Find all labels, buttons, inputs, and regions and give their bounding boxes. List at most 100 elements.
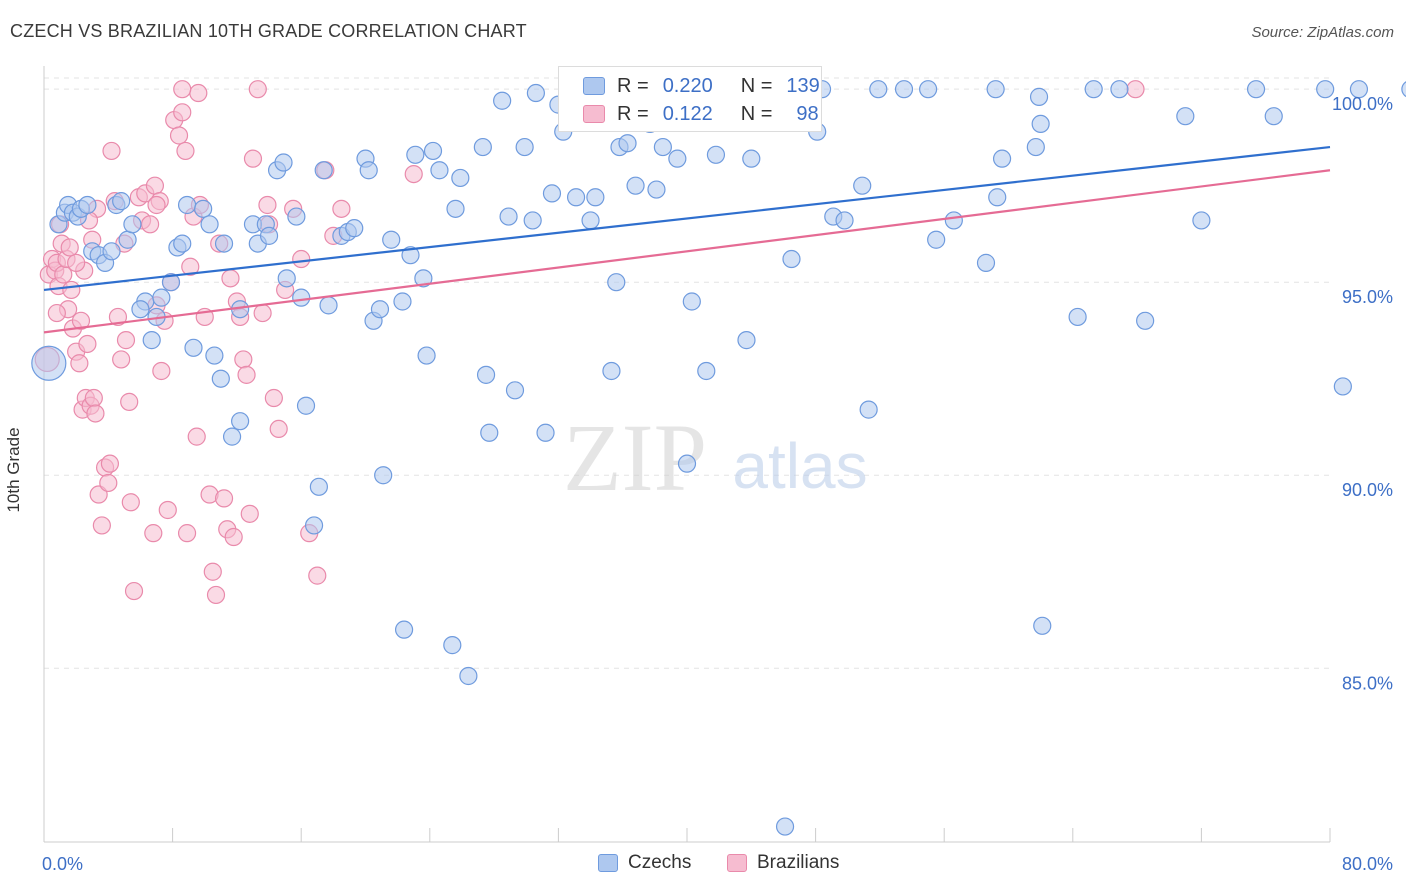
czech-point xyxy=(194,199,213,218)
brazilian-point xyxy=(62,280,81,300)
brazilian-point xyxy=(206,585,226,605)
czech-point xyxy=(1033,616,1052,635)
czech-point xyxy=(177,195,197,215)
czechs-swatch xyxy=(583,77,605,95)
czech-point xyxy=(602,361,621,381)
brazilian-point xyxy=(86,404,105,423)
czech-point xyxy=(131,300,150,319)
brazilian-point xyxy=(253,303,272,323)
czechs-trend-line xyxy=(43,145,1331,292)
brazilian-point xyxy=(108,307,128,327)
x-tick-label: 80.0% xyxy=(1342,854,1393,874)
brazilian-point xyxy=(203,562,222,581)
brazilian-point xyxy=(404,164,423,184)
brazilian-point xyxy=(152,361,171,381)
brazilian-point xyxy=(177,524,197,543)
czech-point xyxy=(542,184,562,203)
czech-point xyxy=(394,620,414,639)
watermark: ZIP atlas xyxy=(563,404,868,511)
czech-point xyxy=(1316,80,1335,99)
czech-point xyxy=(406,145,425,164)
brazilians-r-value: 0.122 xyxy=(662,102,713,125)
brazilian-point xyxy=(71,311,91,330)
brazilian-point xyxy=(292,249,311,269)
brazilian-point xyxy=(47,303,66,323)
source-credit: Source: ZipAtlas.com xyxy=(1251,24,1394,41)
czech-point xyxy=(480,423,499,442)
y-tick-label: 85.0% xyxy=(1342,673,1393,693)
brazilian-point xyxy=(332,199,351,218)
brazilian-point xyxy=(224,527,243,547)
czech-point xyxy=(1192,211,1211,230)
czech-point xyxy=(314,161,333,180)
czech-point xyxy=(853,176,872,195)
axes xyxy=(43,66,1331,843)
brazilian-point xyxy=(99,473,118,493)
czech-point xyxy=(869,80,888,99)
watermark-atlas: atlas xyxy=(732,430,867,502)
czech-point xyxy=(211,369,230,388)
czech-point xyxy=(292,288,311,307)
czech-point xyxy=(697,361,716,381)
czech-point xyxy=(976,253,996,272)
czech-point xyxy=(309,477,328,496)
brazilian-point xyxy=(140,215,160,234)
czech-point xyxy=(231,412,250,431)
czech-point xyxy=(737,331,756,350)
brazilian-point xyxy=(89,485,108,504)
brazilian-point xyxy=(269,419,288,439)
czech-point xyxy=(304,516,324,535)
brazilian-point xyxy=(121,493,140,512)
czech-point xyxy=(944,211,963,230)
czech-point xyxy=(1349,80,1369,99)
legend-item-brazilians[interactable]: Brazilians xyxy=(727,852,839,874)
brazilian-point xyxy=(243,149,263,168)
czech-point xyxy=(184,338,203,357)
czech-point xyxy=(988,188,1007,207)
czech-point xyxy=(607,273,626,292)
brazilian-point xyxy=(120,392,139,411)
brazilian-point xyxy=(221,269,240,288)
czech-point xyxy=(473,137,492,157)
czech-point xyxy=(401,246,420,265)
y-tick-label: 90.0% xyxy=(1342,480,1393,500)
czechs-legend-swatch xyxy=(598,854,618,872)
czech-point xyxy=(205,346,224,365)
brazilian-point xyxy=(237,365,256,384)
czech-point xyxy=(1084,80,1103,99)
brazilian-point xyxy=(67,253,86,272)
czech-point xyxy=(566,188,586,207)
czech-point xyxy=(927,230,946,249)
brazilian-point xyxy=(124,581,144,601)
czech-point xyxy=(31,345,67,381)
czech-point xyxy=(1246,80,1266,99)
brazilian-point xyxy=(70,354,89,373)
czech-point xyxy=(1110,80,1129,99)
czech-point xyxy=(523,211,542,230)
czech-point xyxy=(1136,311,1155,330)
y-tick-label: 100.0% xyxy=(1332,94,1393,114)
brazilian-point xyxy=(100,454,120,473)
tick-labels: 85.0% 90.0% 95.0% 100.0% 0.0% 80.0% xyxy=(42,94,1393,874)
czech-point xyxy=(423,141,443,161)
brazilian-point xyxy=(264,388,283,408)
legend-item-czechs[interactable]: Czechs xyxy=(598,852,691,874)
czech-point xyxy=(493,91,512,110)
czech-point xyxy=(161,273,181,292)
czechs-r-label: R = xyxy=(617,74,649,97)
brazilian-point xyxy=(248,80,267,99)
brazilians-swatch xyxy=(583,105,605,123)
czech-point xyxy=(682,292,701,311)
czech-point xyxy=(894,80,914,99)
brazilians-r-label: R = xyxy=(617,102,649,125)
czechs-points xyxy=(31,80,1406,836)
czech-point xyxy=(859,400,878,419)
czech-point xyxy=(123,215,142,234)
czech-point xyxy=(1029,87,1049,106)
czech-point xyxy=(222,427,242,446)
legend-row-czechs: R = 0.220 N = 139 xyxy=(583,73,820,99)
czech-point xyxy=(259,226,279,245)
czech-point xyxy=(992,149,1012,168)
czech-point xyxy=(515,137,534,157)
brazilian-point xyxy=(176,141,195,161)
